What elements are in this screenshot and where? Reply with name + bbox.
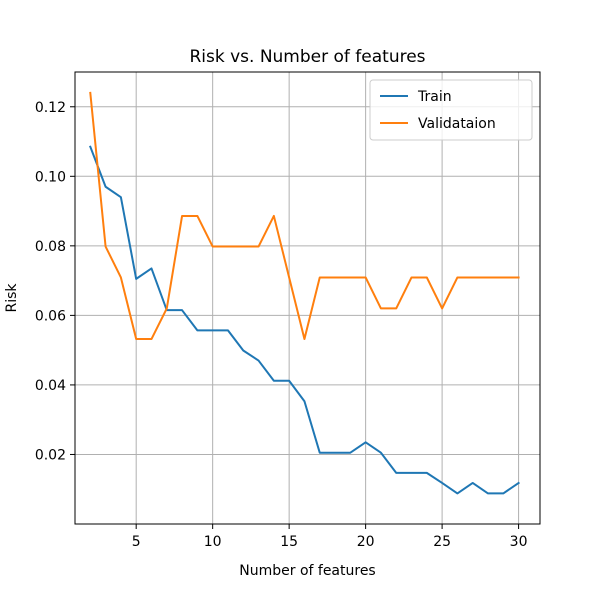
x-tick-label: 20: [357, 534, 375, 550]
x-tick-label: 5: [132, 534, 141, 550]
legend: Train Validataion: [369, 79, 533, 141]
y-tick-label: 0.04: [35, 378, 66, 394]
x-tick-label: 15: [280, 534, 298, 550]
grid: [75, 72, 540, 524]
y-tick-label: 0.06: [35, 308, 66, 324]
chart-title: Risk vs. Number of features: [189, 47, 425, 67]
y-axis-ticks: 0.02 0.04 0.06 0.08 0.10 0.12: [35, 100, 75, 463]
legend-box: [369, 79, 533, 141]
legend-label-train: Train: [417, 89, 452, 105]
y-axis-label: Risk: [4, 283, 20, 313]
x-tick-label: 30: [510, 534, 528, 550]
series-lines: [89, 91, 520, 495]
x-axis-ticks: 5 10 15 20 25 30: [132, 524, 528, 550]
x-axis-label: Number of features: [239, 563, 375, 579]
series-line-validation: [89, 91, 520, 341]
y-tick-label: 0.12: [35, 100, 66, 116]
y-tick-label: 0.10: [35, 169, 66, 185]
x-tick-label: 10: [204, 534, 222, 550]
x-tick-label: 25: [433, 534, 451, 550]
legend-label-validation: Validataion: [418, 116, 496, 132]
y-tick-label: 0.02: [35, 447, 66, 463]
y-tick-label: 0.08: [35, 239, 66, 255]
plot-frame: [74, 71, 541, 525]
series-line-train: [89, 145, 520, 495]
